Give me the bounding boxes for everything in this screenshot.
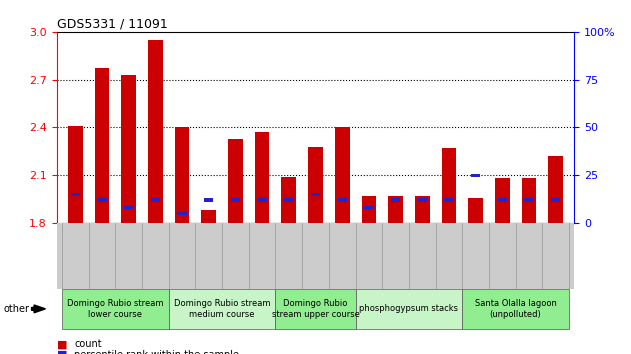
Bar — [71, 193, 80, 196]
Bar — [257, 198, 267, 202]
Text: Domingo Rubio
stream upper course: Domingo Rubio stream upper course — [271, 299, 360, 319]
Text: count: count — [74, 339, 102, 349]
Text: other: other — [3, 304, 29, 314]
Bar — [471, 173, 480, 177]
Bar — [175, 127, 189, 223]
Bar — [311, 193, 320, 196]
Bar — [122, 75, 136, 223]
Bar — [148, 40, 163, 223]
Bar — [548, 156, 563, 223]
Bar — [338, 198, 347, 202]
Bar — [497, 198, 507, 202]
Bar — [231, 198, 240, 202]
Bar — [201, 210, 216, 223]
Bar — [335, 127, 350, 223]
Bar — [418, 198, 427, 202]
Bar — [551, 198, 560, 202]
Bar — [391, 198, 400, 202]
Bar — [468, 198, 483, 223]
Bar — [524, 198, 534, 202]
Bar — [308, 147, 323, 223]
Bar — [442, 148, 456, 223]
Text: percentile rank within the sample: percentile rank within the sample — [74, 350, 239, 354]
Bar — [362, 196, 376, 223]
Bar — [281, 177, 296, 223]
Bar — [68, 126, 83, 223]
Text: phosphogypsum stacks: phosphogypsum stacks — [359, 304, 458, 313]
Text: GDS5331 / 11091: GDS5331 / 11091 — [57, 18, 168, 31]
Text: Santa Olalla lagoon
(unpolluted): Santa Olalla lagoon (unpolluted) — [475, 299, 557, 319]
Bar — [204, 198, 213, 202]
Text: Domingo Rubio stream
medium course: Domingo Rubio stream medium course — [174, 299, 271, 319]
Text: ■: ■ — [57, 339, 68, 349]
Bar — [444, 198, 454, 202]
Bar — [388, 196, 403, 223]
Bar — [415, 196, 430, 223]
Bar — [284, 198, 293, 202]
Bar — [495, 178, 510, 223]
Bar — [97, 198, 107, 202]
Bar — [522, 178, 536, 223]
Bar — [364, 206, 374, 210]
Bar — [177, 212, 187, 215]
Text: ■: ■ — [57, 350, 68, 354]
Bar — [124, 206, 134, 210]
Bar — [151, 198, 160, 202]
Bar — [95, 69, 109, 223]
Bar — [228, 139, 243, 223]
Text: Domingo Rubio stream
lower course: Domingo Rubio stream lower course — [68, 299, 163, 319]
Bar — [255, 132, 269, 223]
